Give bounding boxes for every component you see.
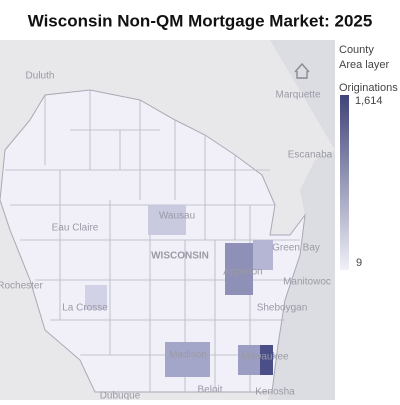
county — [225, 243, 253, 295]
legend: County Area layer Originations 1,614 9 — [339, 44, 398, 270]
county — [253, 240, 273, 270]
place-label: Beloit — [197, 385, 222, 396]
place-label: Eau Claire — [52, 223, 99, 234]
legend-max: 1,614 — [355, 95, 383, 107]
place-label: Sheboygan — [257, 303, 308, 314]
place-label: Manitowoc — [283, 277, 331, 288]
place-label: Milwaukee — [241, 352, 289, 363]
place-label: Rochester — [0, 281, 43, 292]
county — [148, 205, 186, 235]
home-button[interactable] — [292, 60, 312, 80]
place-label: Green Bay — [272, 243, 320, 254]
legend-layer: County — [339, 44, 374, 56]
place-label: La Crosse — [62, 303, 108, 314]
place-labels: Duluth Marquette Escanaba Green Bay Eau … — [0, 71, 333, 402]
home-icon — [294, 62, 310, 79]
place-label: Madison — [169, 350, 207, 361]
county — [238, 345, 260, 375]
county — [260, 345, 273, 375]
place-label: Escanaba — [288, 150, 333, 161]
place-label: Kenosha — [255, 387, 295, 398]
county-borders — [5, 90, 300, 392]
place-label: WISCONSIN — [151, 251, 209, 262]
state-outline — [0, 89, 306, 393]
place-label: Dubuque — [100, 391, 141, 400]
county — [165, 342, 210, 377]
place-label: Marquette — [275, 90, 320, 101]
legend-min: 9 — [356, 257, 362, 269]
legend-layer-type: Area layer — [339, 59, 389, 71]
title: Wisconsin Non-QM Mortgage Market: 2025 — [28, 11, 373, 30]
county — [85, 285, 107, 310]
place-label: Appleton — [223, 267, 262, 278]
legend-measure: Originations — [339, 82, 398, 94]
lake — [268, 40, 335, 400]
place-label: Wausau — [159, 211, 195, 222]
color-scale — [340, 95, 349, 270]
place-label: Duluth — [26, 71, 55, 82]
